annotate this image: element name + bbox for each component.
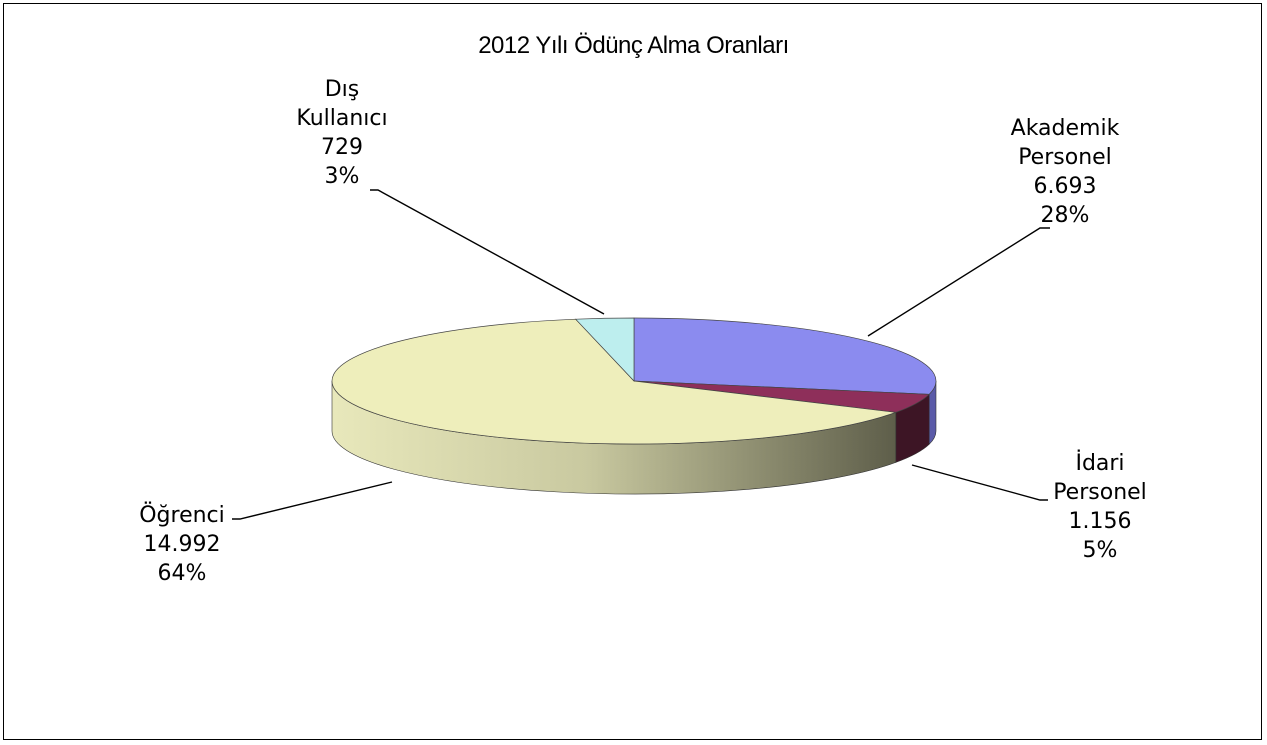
pie-slice-dis-kullanici bbox=[574, 317, 635, 382]
data-label-idari-personel: İdari Personel 1.156 5% bbox=[1053, 450, 1147, 563]
pie-slice-ogrenci bbox=[331, 318, 896, 445]
data-label-dis-kullanici: Dış Kullanıcı 729 3% bbox=[296, 77, 387, 189]
chart-title: 2012 Yılı Ödünç Alma Oranları bbox=[478, 32, 789, 59]
pie-slice-akademik-personel bbox=[633, 317, 937, 395]
leader-line-dis-kullanici bbox=[370, 189, 605, 315]
leader-line-akademik-personel bbox=[867, 227, 1050, 337]
leader-line-ogrenci bbox=[232, 481, 393, 520]
data-label-akademik-personel: Akademik Personel 6.693 28% bbox=[1011, 116, 1120, 228]
data-label-ogrenci: Öğrenci 14.992 64% bbox=[139, 502, 225, 586]
leader-line-idari-personel bbox=[911, 464, 1048, 501]
